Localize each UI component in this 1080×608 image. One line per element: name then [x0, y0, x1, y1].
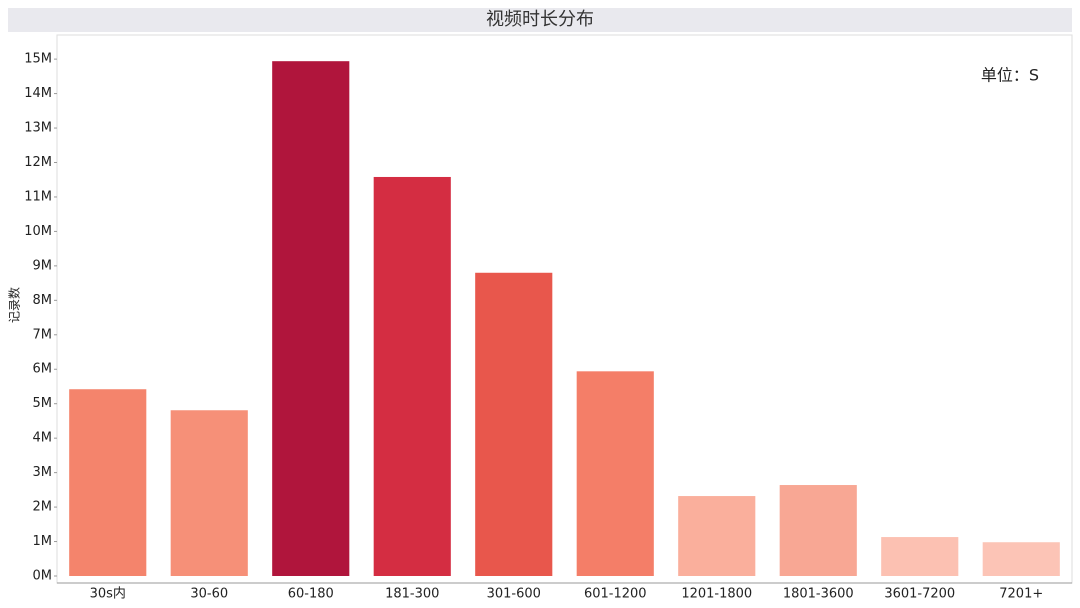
bar	[881, 537, 959, 576]
title-band	[8, 8, 1072, 32]
y-tick-label: 11M	[24, 189, 52, 204]
y-tick-label: 2M	[33, 500, 53, 515]
y-tick-label: 10M	[24, 224, 52, 239]
x-tick-label: 1201-1800	[681, 587, 752, 602]
x-tick-label: 7201+	[999, 587, 1043, 602]
y-tick-label: 3M	[33, 465, 53, 480]
bar	[678, 496, 756, 576]
y-axis-label: 记录数	[7, 287, 22, 323]
y-tick-label: 6M	[33, 362, 53, 377]
y-tick-label: 4M	[33, 431, 53, 446]
x-tick-label: 30s内	[90, 586, 126, 602]
bar	[475, 272, 553, 576]
bar	[576, 371, 654, 576]
x-tick-label: 181-300	[385, 587, 439, 602]
x-tick-label: 301-600	[487, 587, 541, 602]
y-tick-label: 13M	[24, 121, 52, 136]
y-tick-label: 5M	[33, 396, 53, 411]
unit-annotation: 单位：S	[981, 66, 1039, 85]
chart-title: 视频时长分布	[486, 9, 594, 30]
bar	[779, 485, 857, 576]
y-tick-label: 1M	[33, 534, 53, 549]
x-tick-label: 3601-7200	[884, 587, 955, 602]
bar	[69, 389, 147, 576]
y-tick-label: 12M	[24, 155, 52, 170]
x-tick-label: 30-60	[190, 587, 228, 602]
y-tick-label: 0M	[33, 569, 53, 584]
bar	[373, 176, 451, 576]
y-tick-label: 8M	[33, 293, 53, 308]
bar	[982, 542, 1060, 576]
bar	[170, 410, 248, 576]
x-tick-label: 1801-3600	[783, 587, 854, 602]
y-tick-label: 7M	[33, 327, 53, 342]
x-tick-label: 60-180	[288, 587, 334, 602]
bar	[272, 61, 350, 576]
x-tick-label: 601-1200	[584, 587, 647, 602]
y-tick-label: 14M	[24, 86, 52, 101]
y-tick-label: 15M	[24, 52, 52, 67]
y-tick-label: 9M	[33, 258, 53, 273]
